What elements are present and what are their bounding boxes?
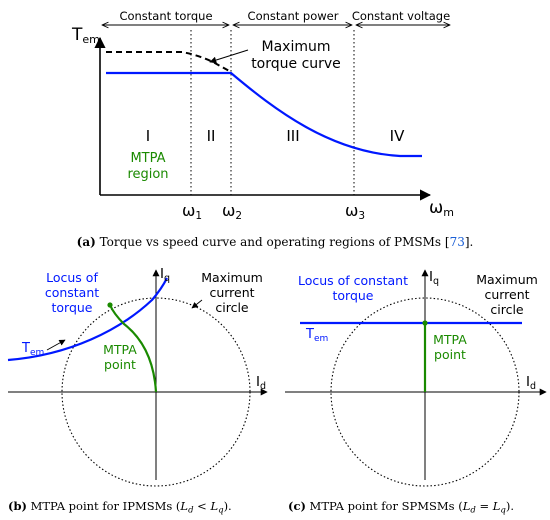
panel-a-torque-speed: Tem ωm Constant torque Constant power Co… xyxy=(71,9,473,249)
omega2-label: ω2 xyxy=(222,201,242,222)
panel-b-mtpa-trajectory xyxy=(108,304,158,393)
panel-b-q-axis-label: Iq xyxy=(160,266,170,284)
region-label-constant-voltage: Constant voltage xyxy=(352,9,450,23)
panel-b-locus-label-line3: torque xyxy=(51,300,92,315)
panel-c-mtpa-label-line2: point xyxy=(434,347,466,362)
panel-b-max-current-pointer xyxy=(191,299,203,309)
region-numeral-i: I xyxy=(146,127,150,145)
panel-b-locus-label-line1: Locus of xyxy=(46,270,98,285)
region-label-constant-power: Constant power xyxy=(248,9,339,23)
panel-c-d-axis-label: Id xyxy=(526,374,536,392)
panel-b-max-current-line1: Maximum xyxy=(201,270,263,285)
caption-a: (a) Torque vs speed curve and operating … xyxy=(77,235,474,249)
panel-c-mtpa-label-line1: MTPA xyxy=(433,332,467,347)
region-numeral-iii: III xyxy=(286,127,299,145)
max-torque-curve xyxy=(106,51,232,73)
max-torque-pointer xyxy=(209,49,249,64)
panel-a-x-axis-label: ωm xyxy=(429,198,454,219)
panel-b-tem-label: Tem xyxy=(21,341,44,358)
region-numeral-ii: II xyxy=(207,127,216,145)
panel-b-ipmsm: Iq Id Locus of constant torque Tem Maxim… xyxy=(7,266,268,516)
panel-c-max-current-line1: Maximum xyxy=(476,272,538,287)
max-torque-label-line1: Maximum xyxy=(262,39,331,55)
panel-c-locus-label-line1: Locus of constant xyxy=(298,273,408,288)
panel-c-q-axis-label: Iq xyxy=(429,269,439,287)
max-torque-label-line2: torque curve xyxy=(251,56,341,72)
panel-c-max-current-line2: current xyxy=(484,287,529,302)
region-numeral-iv: IV xyxy=(390,127,405,145)
panel-b-mtpa-point-marker xyxy=(107,302,113,308)
panel-c-mtpa-point-marker xyxy=(422,320,428,326)
panel-b-max-current-circle xyxy=(61,297,251,487)
panel-b-max-current-line3: circle xyxy=(215,300,249,315)
panel-a-y-axis-label: Tem xyxy=(71,25,100,46)
omega1-label: ω1 xyxy=(182,201,202,222)
mtpa-region-label-line2: region xyxy=(127,167,168,182)
panel-b-locus-label-line2: constant xyxy=(45,285,99,300)
panel-b-d-axis-label: Id xyxy=(256,374,266,392)
panel-b-max-current-line2: current xyxy=(209,285,254,300)
caption-b: (b) MTPA point for IPMSMs (Ld < Lq). xyxy=(8,499,232,516)
region-label-constant-torque: Constant torque xyxy=(119,9,212,23)
panel-c-spmsm: Iq Id Locus of constant torque Tem Maxim… xyxy=(285,269,547,516)
panel-c-locus-label-line2: torque xyxy=(332,288,373,303)
panel-b-mtpa-label-line1: MTPA xyxy=(103,342,137,357)
panel-b-constant-torque-locus xyxy=(7,277,168,362)
panel-c-max-current-circle xyxy=(330,297,520,487)
omega3-label: ω3 xyxy=(345,201,365,222)
panel-b-tem-pointer xyxy=(46,339,66,351)
panel-c-max-current-line3: circle xyxy=(490,302,524,317)
caption-c: (c) MTPA point for SPMSMs (Ld = Lq). xyxy=(288,499,514,516)
mtpa-region-label-line1: MTPA xyxy=(130,151,165,166)
torque-speed-curve xyxy=(106,71,422,158)
panel-b-mtpa-label-line2: point xyxy=(104,357,136,372)
panel-c-tem-label: Tem xyxy=(305,327,328,344)
